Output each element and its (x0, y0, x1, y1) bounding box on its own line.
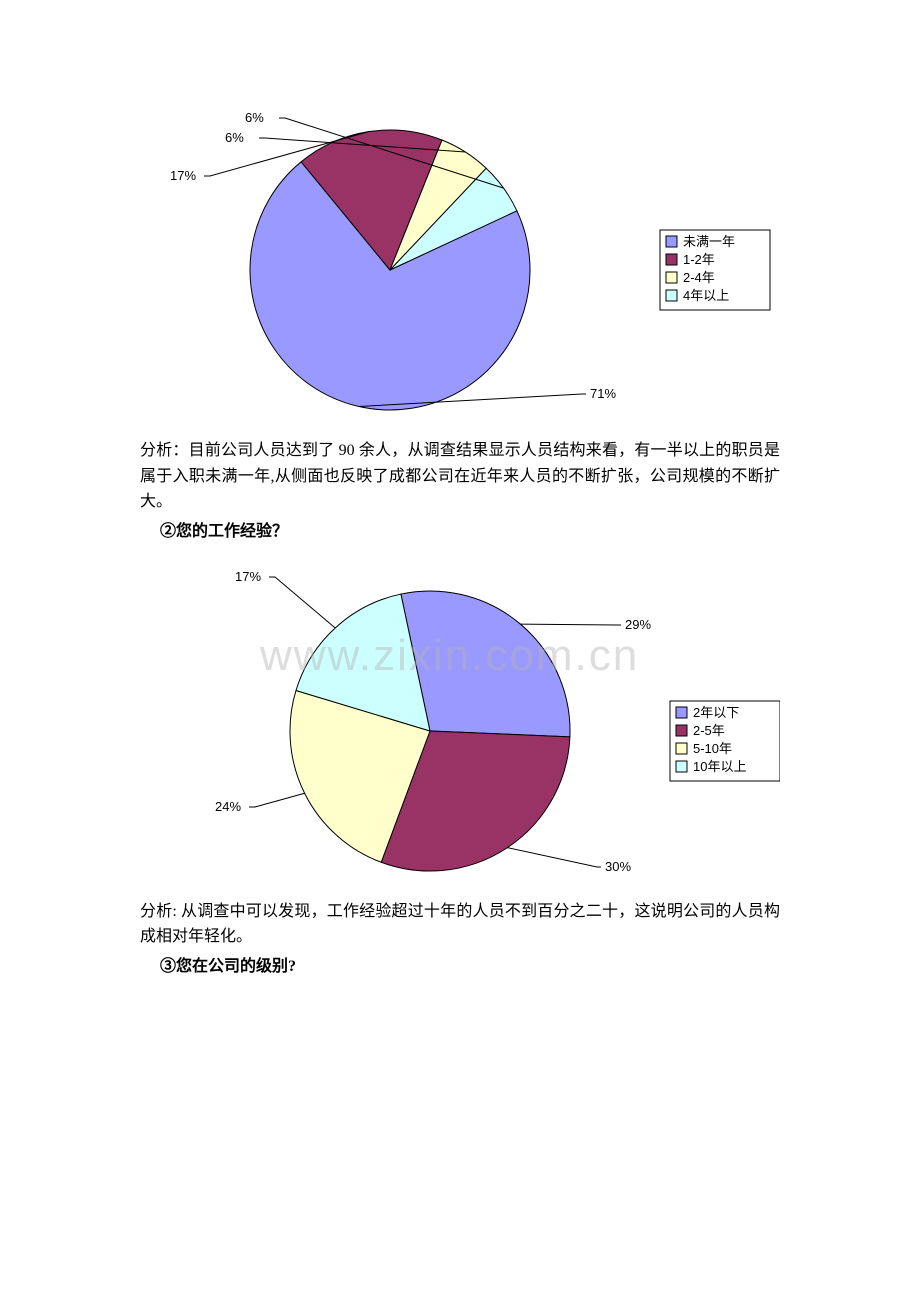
question-2-title: ②您的工作经验？ (160, 517, 780, 541)
legend-label: 1-2年 (683, 252, 715, 267)
legend-label: 2-4年 (683, 270, 715, 285)
chart-1-tenure: 71% 17% 6%6% 未满一年 1-2年 2-4年 4年以上 (140, 100, 780, 430)
legend-label: 2-5年 (693, 723, 725, 738)
callout-leader (249, 793, 305, 807)
legend-swatch (666, 236, 677, 247)
analysis-paragraph-1: 分析：目前公司人员达到了 90 余人，从调查结果显示人员结构来看，有一半以上的职… (140, 438, 780, 515)
legend-label: 5-10年 (693, 741, 732, 756)
legend-label: 4年以上 (683, 288, 729, 303)
slice-pct-label: 29% (625, 617, 651, 632)
slice-pct-label: 17% (235, 569, 261, 584)
slice-pct-label: 17% (170, 168, 196, 183)
slice-pct-label: 6% (245, 110, 264, 125)
chart-1-svg: 71% 17% 6%6% 未满一年 1-2年 2-4年 4年以上 (140, 100, 780, 430)
question-3-title: ③您在公司的级别? (160, 952, 780, 976)
analysis-paragraph-2: 分析: 从调查中可以发现，工作经验超过十年的人员不到百分之二十，这说明公司的人员… (140, 899, 780, 950)
slice-pct-label: 71% (590, 386, 616, 401)
legend-label: 未满一年 (683, 234, 735, 249)
legend-swatch (676, 725, 687, 736)
legend-swatch (676, 743, 687, 754)
legend-swatch (676, 707, 687, 718)
legend-swatch (666, 290, 677, 301)
legend-swatch (666, 272, 677, 283)
legend-label: 2年以下 (693, 705, 739, 720)
callout-leader (507, 847, 601, 866)
legend-swatch (666, 254, 677, 265)
legend-swatch (676, 761, 687, 772)
slice-pct-label: 24% (215, 799, 241, 814)
chart-2-svg: 29% 30% 24% 17% 2年以下 2-5年 5-10年 10年以上 (140, 551, 780, 891)
callout-leader (520, 624, 621, 625)
legend-label: 10年以上 (693, 759, 746, 774)
callout-leader (269, 577, 335, 628)
slice-pct-label: 6% (225, 130, 244, 145)
document-page: 71% 17% 6%6% 未满一年 1-2年 2-4年 4年以上 分析：目前公司人员达到了 … (0, 0, 920, 1286)
slice-pct-label: 30% (605, 859, 631, 874)
chart-2-experience: www.zixin.com.cn 29%30%24%17%2年以下2-5年5-1… (140, 551, 780, 891)
